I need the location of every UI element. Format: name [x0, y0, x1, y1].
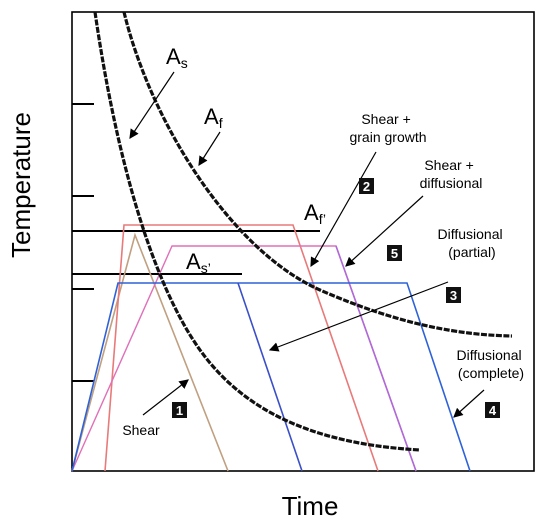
path-3-arrow	[268, 281, 449, 352]
badge-1-text: 1	[176, 403, 183, 418]
path-3-label: Diffusional (partial)	[437, 226, 506, 260]
path-2-shear-grain-growth	[104, 224, 379, 472]
af-label: Af	[204, 104, 223, 131]
badge-2-text: 2	[363, 179, 370, 194]
path-1-arrow	[142, 379, 189, 416]
af-prime-label: Af’	[304, 200, 326, 227]
badge-3-text: 3	[450, 288, 457, 303]
af-arrow	[198, 131, 221, 167]
path-4-diffusional-complete	[71, 282, 471, 472]
x-axis-title: Time	[282, 491, 339, 521]
af-curve	[122, 11, 513, 338]
badge-5	[387, 245, 402, 261]
badge-1	[172, 402, 187, 418]
path-5-shear-diffusional	[335, 245, 417, 472]
badge-4	[485, 402, 500, 418]
badge-3	[446, 287, 461, 303]
path-1-shear	[71, 232, 229, 472]
as-prime-label: As’	[186, 249, 211, 276]
plot-frame	[71, 11, 535, 472]
path-4-label: Diffusional (complete)	[456, 347, 525, 381]
as-curve	[93, 11, 421, 452]
as-arrow	[129, 71, 175, 139]
path-3-diffusional-partial	[237, 282, 303, 472]
path-5-arrow	[345, 195, 424, 267]
path-5-label: Shear + diffusional	[420, 157, 483, 191]
badge-2	[359, 178, 374, 194]
path-2-arrow	[310, 151, 377, 268]
badge-5-text: 5	[391, 246, 398, 261]
badge-4-text: 4	[489, 403, 497, 418]
path-1-label: Shear	[122, 422, 160, 438]
path-4-arrow	[453, 389, 485, 418]
as-label: As	[166, 44, 188, 71]
path-2-label: Shear + grain growth	[349, 111, 426, 145]
y-axis-title: Temperature	[6, 112, 36, 258]
